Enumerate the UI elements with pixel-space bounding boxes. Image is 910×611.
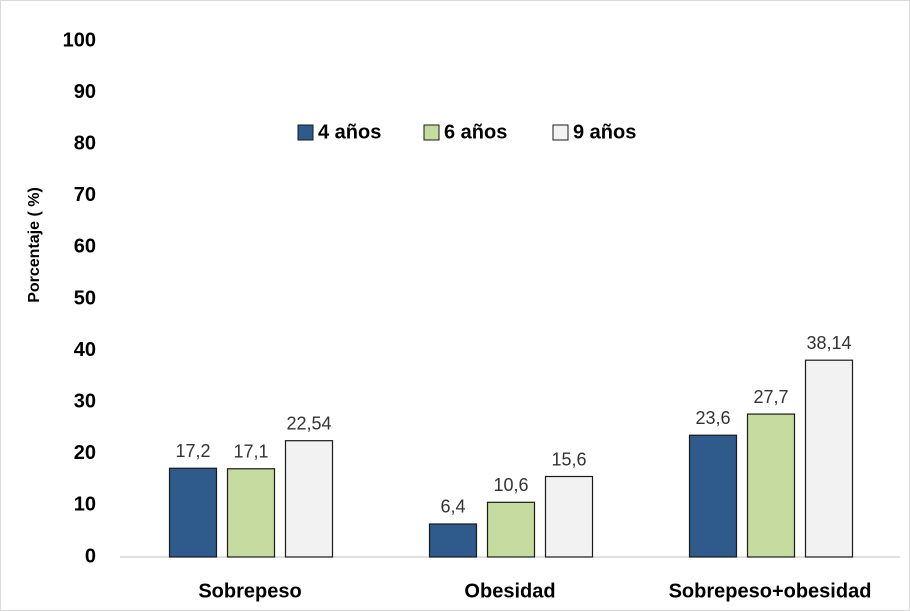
y-axis-title: Porcentaje ( %) bbox=[26, 187, 43, 303]
y-tick-label: 60 bbox=[74, 236, 96, 258]
y-tick-label: 50 bbox=[74, 287, 96, 309]
bar bbox=[688, 434, 738, 558]
x-tick-label: Sobrepeso bbox=[198, 580, 301, 602]
value-label: 17,2 bbox=[175, 441, 210, 461]
bar bbox=[168, 467, 218, 558]
legend-label: 6 años bbox=[444, 121, 507, 143]
bar bbox=[226, 468, 276, 558]
bar bbox=[544, 475, 594, 558]
legend-label: 9 años bbox=[573, 121, 636, 143]
value-label: 15,6 bbox=[551, 449, 586, 469]
bar bbox=[428, 523, 478, 558]
x-tick-label: Sobrepeso+obesidad bbox=[669, 580, 872, 602]
value-label: 27,7 bbox=[753, 387, 788, 407]
y-tick-label: 40 bbox=[74, 339, 96, 361]
x-tick-label: Obesidad bbox=[464, 580, 555, 602]
bar bbox=[486, 501, 536, 558]
y-tick-label: 80 bbox=[74, 132, 96, 154]
bar bbox=[746, 413, 796, 558]
value-label: 23,6 bbox=[695, 408, 730, 428]
y-tick-label: 100 bbox=[63, 29, 96, 51]
bar bbox=[804, 359, 854, 558]
y-tick-label: 20 bbox=[74, 442, 96, 464]
y-tick-label: 30 bbox=[74, 390, 96, 412]
value-label: 17,1 bbox=[233, 442, 268, 462]
value-label: 10,6 bbox=[493, 475, 528, 495]
legend-swatch bbox=[297, 124, 314, 141]
value-label: 6,4 bbox=[440, 497, 465, 517]
y-tick-label: 70 bbox=[74, 184, 96, 206]
legend-swatch bbox=[423, 124, 440, 141]
y-tick-label: 90 bbox=[74, 81, 96, 103]
y-tick-label: 10 bbox=[74, 494, 96, 516]
value-label: 22,54 bbox=[286, 413, 331, 433]
value-label: 38,14 bbox=[806, 333, 851, 353]
legend-label: 4 años bbox=[318, 121, 381, 143]
y-tick-label: 0 bbox=[85, 545, 96, 567]
bar bbox=[284, 440, 334, 558]
legend-swatch bbox=[552, 124, 569, 141]
